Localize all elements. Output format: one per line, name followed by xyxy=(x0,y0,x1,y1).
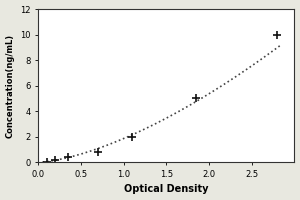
X-axis label: Optical Density: Optical Density xyxy=(124,184,208,194)
Y-axis label: Concentration(ng/mL): Concentration(ng/mL) xyxy=(6,34,15,138)
